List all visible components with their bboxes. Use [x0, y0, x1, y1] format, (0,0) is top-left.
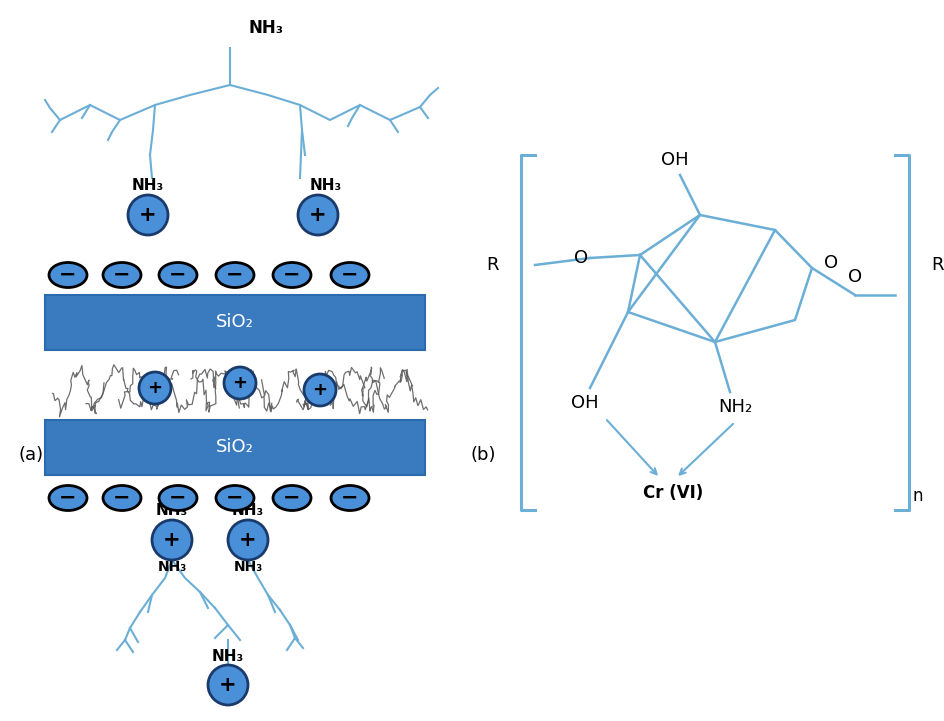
Text: +: + [163, 530, 180, 550]
Text: +: + [219, 675, 237, 695]
Circle shape [208, 665, 247, 705]
Text: SiO₂: SiO₂ [216, 314, 254, 332]
Text: −: − [341, 488, 359, 508]
Text: NH₃: NH₃ [231, 503, 263, 518]
Text: Cr (VI): Cr (VI) [642, 484, 702, 502]
Ellipse shape [49, 485, 87, 510]
Text: NH₂: NH₂ [717, 398, 751, 416]
Text: NH₃: NH₃ [233, 560, 262, 574]
Text: +: + [232, 374, 247, 392]
Ellipse shape [330, 485, 368, 510]
Circle shape [297, 195, 338, 235]
Ellipse shape [103, 262, 141, 288]
Text: −: − [169, 265, 187, 285]
Text: +: + [139, 205, 157, 225]
Text: −: − [113, 265, 130, 285]
Text: n: n [911, 487, 921, 505]
Text: NH₃: NH₃ [132, 178, 164, 193]
Bar [45, 420, 425, 475]
Text: OH: OH [570, 394, 598, 412]
Text: OH: OH [661, 151, 688, 169]
Text: −: − [226, 488, 244, 508]
Circle shape [127, 195, 168, 235]
Circle shape [224, 367, 256, 399]
Text: +: + [147, 379, 162, 397]
Text: SiO₂: SiO₂ [216, 438, 254, 456]
Text: (b): (b) [469, 446, 495, 464]
Ellipse shape [103, 485, 141, 510]
Text: +: + [239, 530, 257, 550]
Text: −: − [283, 488, 300, 508]
Circle shape [152, 520, 192, 560]
Text: NH₃: NH₃ [211, 649, 244, 664]
Text: O: O [847, 268, 861, 286]
Circle shape [304, 374, 336, 406]
Ellipse shape [159, 262, 196, 288]
Text: −: − [283, 265, 300, 285]
Text: +: + [312, 381, 328, 399]
Text: NH₃: NH₃ [156, 503, 188, 518]
Text: NH₃: NH₃ [158, 560, 186, 574]
Ellipse shape [273, 485, 311, 510]
Text: O: O [573, 249, 587, 267]
Ellipse shape [159, 485, 196, 510]
Text: (a): (a) [18, 446, 43, 464]
Text: −: − [59, 265, 76, 285]
Text: NH₃: NH₃ [247, 19, 282, 37]
Text: −: − [226, 265, 244, 285]
Text: +: + [309, 205, 327, 225]
Text: R: R [486, 256, 498, 274]
Text: R: R [930, 256, 942, 274]
Text: −: − [113, 488, 130, 508]
Text: −: − [169, 488, 187, 508]
Text: −: − [59, 488, 76, 508]
Text: NH₃: NH₃ [310, 178, 342, 193]
Ellipse shape [216, 262, 254, 288]
Ellipse shape [216, 485, 254, 510]
Text: −: − [341, 265, 359, 285]
Text: O: O [823, 254, 837, 272]
Bar [45, 295, 425, 350]
Circle shape [228, 520, 268, 560]
Ellipse shape [330, 262, 368, 288]
Ellipse shape [49, 262, 87, 288]
Circle shape [139, 372, 171, 404]
Ellipse shape [273, 262, 311, 288]
